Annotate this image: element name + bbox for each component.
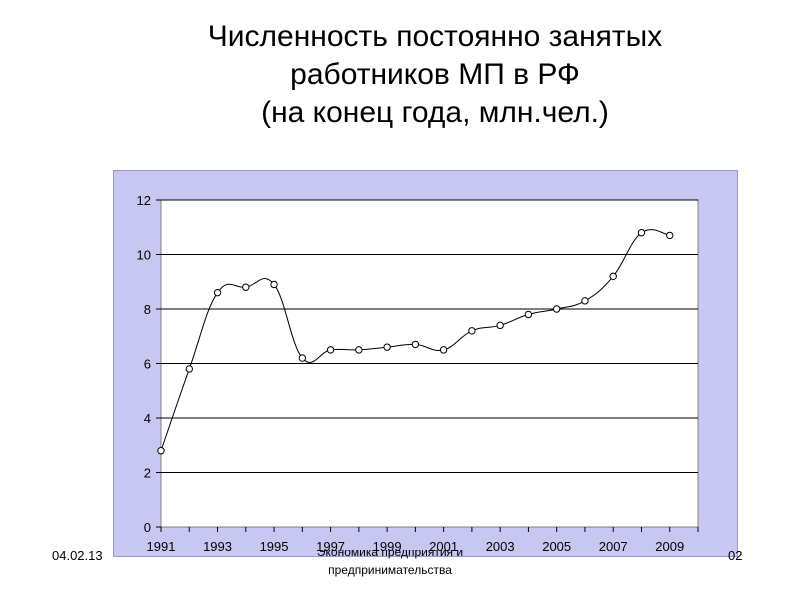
x-tick-label: 2005 (542, 539, 571, 554)
footer-course-name: Экономика предприятия и предпринимательс… (290, 550, 490, 579)
slide-title: Численность постоянно занятых работников… (0, 18, 800, 132)
line-chart: 0 2 4 6 8 10 12 1991 1993 1995 1997 1999 2001 2003 20… (137, 193, 699, 554)
data-point-2008 (637, 229, 646, 237)
x-tick-label: 1995 (260, 539, 289, 554)
x-tick-label: 1999 (373, 539, 402, 554)
data-point-2002 (468, 327, 476, 335)
x-tick-label: 2001 (429, 539, 458, 554)
y-tick-label: 8 (144, 302, 151, 317)
data-point-2000 (411, 340, 420, 349)
data-point-1994 (242, 283, 250, 291)
data-point-1998 (355, 346, 363, 354)
data-point-2001 (439, 346, 448, 354)
data-point-1995 (270, 280, 278, 289)
y-tick-label: 10 (137, 248, 151, 263)
title-line-2: работников МП в РФ (290, 58, 580, 91)
y-tick-label: 12 (137, 193, 151, 208)
data-point-1996 (298, 354, 307, 362)
y-tick-label: 2 (144, 466, 151, 481)
data-point-1999 (383, 343, 391, 351)
data-point-2004 (524, 310, 533, 319)
footer-course-line-1: Экономика предприятия и (316, 550, 464, 559)
data-point-1992 (185, 365, 193, 373)
data-point-2006 (581, 297, 589, 305)
footer-page-number: 02 (728, 548, 743, 563)
footer-course-line-2: предпринимательства (328, 563, 452, 577)
x-tick-label: 1997 (316, 539, 345, 554)
data-point-1993 (213, 288, 222, 297)
y-tick-label: 4 (144, 411, 151, 426)
x-tick-label: 2003 (486, 539, 515, 554)
footer-date: 04.02.13 (52, 548, 103, 563)
x-tick-label: 1993 (203, 539, 232, 554)
data-point-2007 (609, 272, 617, 281)
title-line-1: Численность постоянно занятых (207, 20, 663, 53)
y-tick-label: 0 (144, 520, 151, 535)
chart-frame: 0 2 4 6 8 10 12 1991 1993 1995 1997 1999 2001 2003 20… (113, 170, 738, 557)
data-point-2009 (666, 231, 674, 240)
data-point-1991 (157, 447, 165, 455)
x-tick-label: 2009 (655, 539, 684, 554)
data-point-1997 (326, 346, 335, 354)
x-tick-label: 2007 (599, 539, 628, 554)
data-point-2003 (496, 321, 504, 330)
title-line-3: (на конец года, млн.чел.) (261, 96, 609, 129)
data-point-2005 (552, 305, 561, 313)
y-tick-label: 6 (144, 357, 151, 372)
x-tick-label: 1991 (147, 539, 176, 554)
